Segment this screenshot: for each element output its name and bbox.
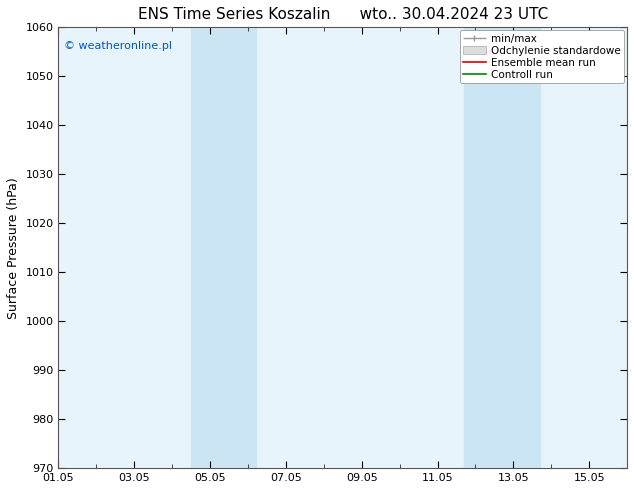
Y-axis label: Surface Pressure (hPa): Surface Pressure (hPa) (7, 177, 20, 318)
Legend: min/max, Odchylenie standardowe, Ensemble mean run, Controll run: min/max, Odchylenie standardowe, Ensembl… (460, 30, 624, 83)
Bar (191, 27, 256, 468)
Bar (464, 27, 540, 468)
Title: ENS Time Series Koszalin      wto.. 30.04.2024 23 UTC: ENS Time Series Koszalin wto.. 30.04.202… (138, 7, 548, 22)
Text: © weatheronline.pl: © weatheronline.pl (64, 41, 172, 50)
